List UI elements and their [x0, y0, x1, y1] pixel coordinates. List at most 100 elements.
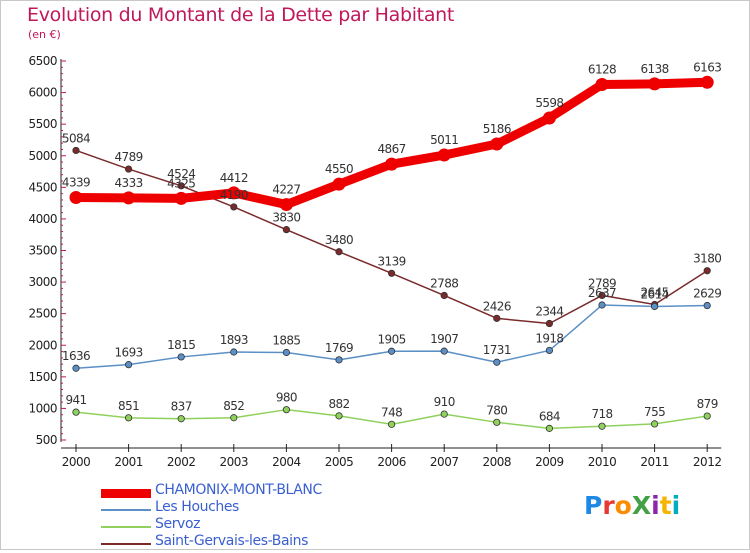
- data-label: 2614: [641, 287, 669, 301]
- data-label: 1905: [378, 332, 406, 346]
- data-label: 684: [539, 409, 560, 423]
- data-point: [703, 412, 711, 420]
- data-point: [545, 319, 554, 328]
- y-tick-label: 500: [36, 433, 57, 447]
- data-point: [387, 269, 396, 277]
- data-label: 4550: [325, 162, 353, 176]
- logo-letter: i: [671, 491, 681, 520]
- data-label: 4333: [115, 176, 143, 190]
- data-point: [282, 348, 290, 357]
- data-point: [72, 146, 80, 155]
- data-label: 980: [276, 391, 297, 405]
- data-point: [230, 203, 238, 211]
- data-point: [282, 226, 290, 234]
- data-point: [493, 358, 501, 366]
- data-label: 879: [697, 397, 718, 411]
- data-point: [335, 248, 343, 256]
- data-point: [490, 137, 504, 151]
- x-tick-label: 2004: [272, 455, 301, 469]
- data-label: 837: [171, 400, 192, 414]
- data-label: 2426: [483, 299, 511, 313]
- data-label: 1815: [167, 338, 195, 352]
- data-label: 851: [118, 399, 139, 413]
- x-tick-label: 2011: [640, 455, 669, 469]
- data-label: 2645: [641, 286, 669, 300]
- data-point: [493, 314, 501, 322]
- x-tick-label: 2009: [535, 455, 564, 469]
- data-label: 4339: [62, 176, 90, 190]
- data-label: 4190: [220, 188, 248, 202]
- legend-swatch: [101, 526, 151, 528]
- data-point: [227, 186, 241, 200]
- logo-letter: t: [659, 491, 672, 520]
- data-point: [703, 267, 711, 275]
- y-tick-label: 1000: [28, 401, 57, 415]
- logo-letter: o: [614, 491, 632, 520]
- x-tick-label: 2006: [377, 455, 406, 469]
- data-point: [703, 301, 711, 310]
- data-label: 4227: [272, 183, 300, 197]
- data-point: [177, 353, 185, 361]
- x-tick-label: 2003: [220, 455, 249, 469]
- data-label: 910: [434, 395, 455, 409]
- x-tick-label: 2001: [114, 455, 143, 469]
- proxiti-logo: ProXiti: [584, 491, 680, 520]
- data-label: 4789: [115, 150, 143, 164]
- data-label: 3180: [693, 252, 721, 266]
- y-tick-label: 4000: [28, 212, 57, 226]
- data-point: [648, 77, 662, 91]
- legend-swatch: [101, 509, 151, 511]
- data-label: 5186: [483, 122, 511, 136]
- data-point: [437, 148, 451, 162]
- data-label: 4867: [378, 142, 406, 156]
- data-label: 3480: [325, 233, 353, 247]
- x-tick-label: 2008: [483, 455, 512, 469]
- data-label: 882: [328, 397, 349, 411]
- data-point: [230, 348, 238, 356]
- data-label: 1885: [272, 334, 300, 348]
- data-point: [332, 177, 346, 191]
- legend-label: CHAMONIX-MONT-BLANC: [155, 482, 322, 498]
- data-point: [387, 420, 396, 428]
- unit-label: (en €): [28, 28, 61, 41]
- legend-label: Les Houches: [155, 499, 239, 515]
- data-point: [177, 415, 185, 423]
- data-label: 6128: [588, 62, 616, 76]
- data-label: 1693: [115, 346, 143, 360]
- logo-letter: i: [651, 491, 660, 520]
- logo-letter: P: [584, 491, 603, 520]
- x-tick-label: 2005: [325, 455, 354, 469]
- y-tick-label: 5500: [28, 117, 57, 131]
- data-point: [282, 406, 290, 414]
- data-label: 1731: [483, 343, 511, 357]
- data-label: 1636: [62, 349, 90, 363]
- data-point: [125, 361, 133, 369]
- data-point: [335, 412, 343, 420]
- data-point: [650, 302, 659, 311]
- y-tick-label: 3500: [28, 244, 57, 258]
- legend-swatch: [101, 543, 151, 545]
- data-point: [125, 414, 133, 422]
- data-point: [69, 191, 83, 205]
- legend-swatch: [101, 489, 151, 498]
- y-tick-label: 1500: [28, 370, 57, 384]
- data-label: 6138: [641, 62, 669, 76]
- data-label: 941: [65, 393, 86, 407]
- data-point: [542, 111, 556, 125]
- data-label: 1907: [430, 332, 458, 346]
- data-point: [598, 301, 606, 309]
- data-point: [279, 198, 293, 212]
- data-label: 2637: [588, 286, 616, 300]
- data-point: [72, 408, 80, 416]
- y-tick-label: 2000: [28, 338, 57, 352]
- data-point: [545, 424, 554, 432]
- data-label: 4325: [167, 176, 195, 190]
- data-label: 2788: [430, 276, 458, 290]
- y-tick-label: 6000: [28, 86, 57, 100]
- data-label: 4412: [220, 171, 248, 185]
- data-label: 4524: [167, 167, 195, 181]
- data-label: 3139: [378, 254, 406, 268]
- data-point: [440, 347, 448, 355]
